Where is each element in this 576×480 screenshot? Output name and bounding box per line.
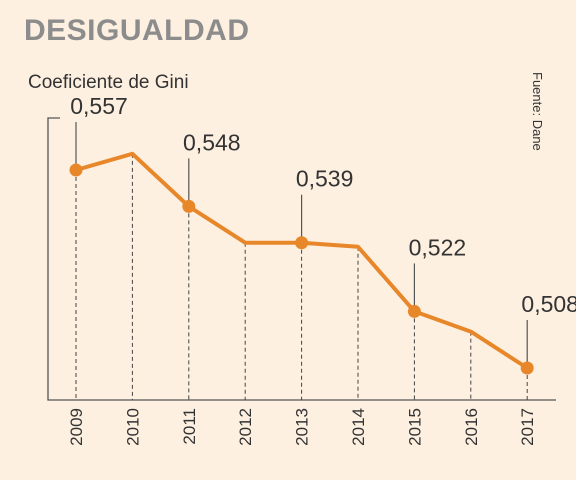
data-label-2011: 0,548 (183, 129, 241, 155)
page-title: DESIGUALDAD (24, 14, 250, 47)
markers (69, 163, 534, 375)
x-tick-2009: 2009 (67, 408, 86, 446)
data-label-2017: 0,508 (521, 291, 576, 317)
x-tick-2011: 2011 (180, 408, 199, 445)
x-tick-2012: 2012 (236, 408, 255, 446)
data-label-2013: 0,539 (296, 166, 354, 192)
x-tick-2014: 2014 (349, 408, 368, 446)
x-tick-2015: 2015 (405, 408, 424, 446)
x-tick-2010: 2010 (123, 408, 142, 446)
gridlines (75, 153, 528, 400)
y-axis-label: Coeficiente de Gini (28, 72, 189, 93)
data-label-2015: 0,522 (409, 234, 467, 260)
data-labels: 0,557 0,548 0,539 0,522 0,508 (70, 93, 576, 317)
marker-2013 (295, 236, 309, 250)
marker-2015 (407, 304, 421, 318)
marker-2011 (182, 199, 196, 213)
x-tick-2016: 2016 (462, 408, 481, 446)
data-label-2009: 0,557 (70, 93, 128, 119)
x-tick-2013: 2013 (293, 408, 312, 446)
marker-2017 (520, 361, 534, 375)
source-note: Fuente: Dane (530, 72, 545, 151)
x-tick-labels: 2009 2010 2011 2012 2013 2014 2015 2016 2017 (67, 408, 537, 446)
x-tick-2017: 2017 (518, 408, 537, 446)
marker-2009 (69, 163, 83, 177)
label-leaders (75, 122, 528, 368)
